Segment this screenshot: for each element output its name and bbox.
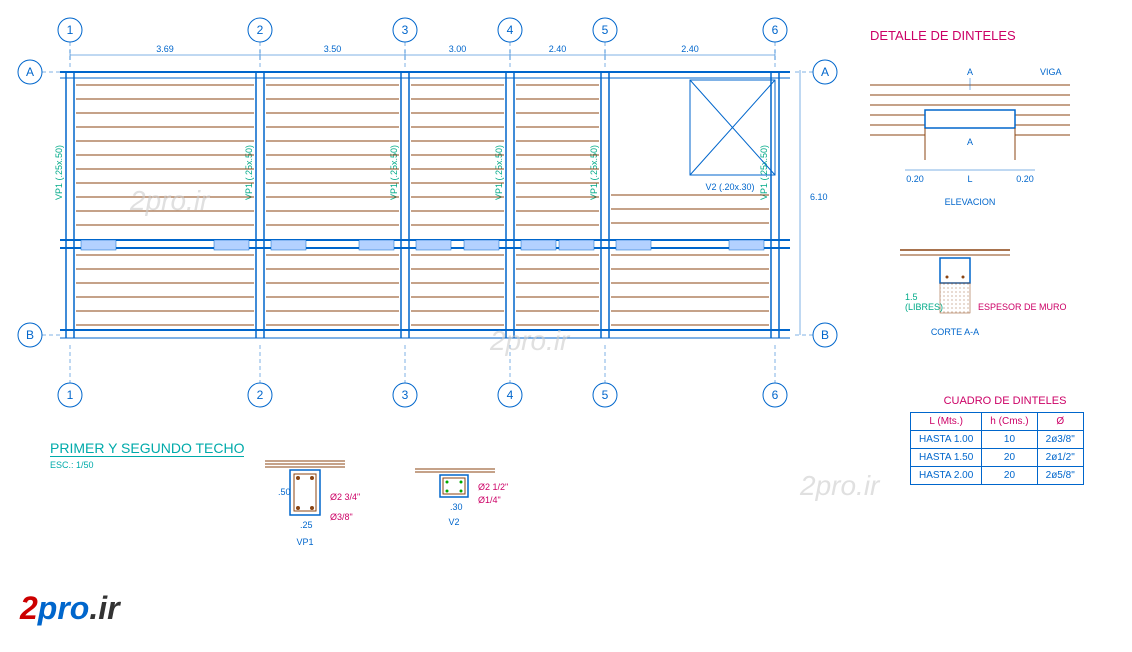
svg-text:2.40: 2.40 [549,44,567,54]
section-vp1: VP1 Ø2 3/4" Ø3/8" .50 .25 [265,461,360,547]
svg-text:.25: .25 [300,520,313,530]
svg-text:0.20: 0.20 [1016,174,1034,184]
dintel-table: L (Mts.)h (Cms.)Ø HASTA 1.00102ø3/8"HAST… [910,412,1084,485]
table-row: HASTA 1.50202ø1/2" [911,449,1084,467]
svg-text:Ø3/8": Ø3/8" [330,512,353,522]
drawing-canvas: 1 1 2 2 3 3 4 4 5 5 6 6 A A B B VP1 (.25x.50) VP1 (.25x… [0,0,1132,652]
svg-text:4: 4 [507,388,514,402]
svg-text:A: A [967,137,973,147]
lintel-elevation: A A VIGA 0.20 L 0.20 ELEVACION [870,67,1070,207]
v2-label: V2 [448,517,459,527]
svg-text:.30: .30 [450,502,463,512]
svg-text:B: B [26,328,34,342]
table-header: h (Cms.) [982,413,1037,431]
svg-text:5: 5 [602,388,609,402]
svg-text:2: 2 [257,388,264,402]
svg-text:(LIBRES): (LIBRES) [905,302,943,312]
detalle-title: DETALLE DE DINTELES [870,28,1016,43]
svg-text:Ø1/4": Ø1/4" [478,495,501,505]
svg-text:VP1 (.25x.50): VP1 (.25x.50) [389,145,399,200]
svg-text:6: 6 [772,388,779,402]
table-row: HASTA 1.00102ø3/8" [911,431,1084,449]
table-row: HASTA 2.00202ø5/8" [911,467,1084,485]
svg-text:VP1 (.25x.50): VP1 (.25x.50) [494,145,504,200]
svg-text:ESPESOR DE MURO: ESPESOR DE MURO [978,302,1067,312]
svg-text:.50: .50 [278,487,291,497]
svg-text:VP1 (.25x.50): VP1 (.25x.50) [589,145,599,200]
svg-text:1: 1 [67,23,74,37]
plan-scale: ESC.: 1/50 [50,460,94,470]
svg-text:3: 3 [402,388,409,402]
svg-text:A: A [967,67,973,77]
plan-title: PRIMER Y SEGUNDO TECHO [50,440,244,457]
svg-text:2.40: 2.40 [681,44,699,54]
svg-text:VP1 (.25x.50): VP1 (.25x.50) [759,145,769,200]
elevacion-label: ELEVACION [945,197,996,207]
svg-text:VP1 (.25x.50): VP1 (.25x.50) [244,145,254,200]
svg-text:3.50: 3.50 [324,44,342,54]
svg-text:L: L [967,174,972,184]
lintel-section: 1.5 (LIBRES) ESPESOR DE MURO CORTE A-A [900,250,1067,337]
structural-plan: 1 1 2 2 3 3 4 4 5 5 6 6 A A B B VP1 (.25x.50) VP1 (.25x… [18,18,837,407]
svg-text:4: 4 [507,23,514,37]
svg-text:A: A [26,65,34,79]
table-title: CUADRO DE DINTELES [925,395,1085,407]
svg-text:1.5: 1.5 [905,292,918,302]
svg-text:3.69: 3.69 [156,44,174,54]
svg-text:A: A [821,65,829,79]
svg-text:0.20: 0.20 [906,174,924,184]
svg-text:2: 2 [257,23,264,37]
table-header: L (Mts.) [911,413,982,431]
svg-text:VIGA: VIGA [1040,67,1062,77]
vp1-label: VP1 [296,537,313,547]
svg-text:Ø2 1/2": Ø2 1/2" [478,482,508,492]
svg-text:VP1 (.25x.50): VP1 (.25x.50) [54,145,64,200]
height-dim: 6.10 [810,192,828,202]
section-v2: V2 Ø2 1/2" Ø1/4" .30 [415,469,508,527]
logo: 2pro.ir [20,590,120,627]
corte-label: CORTE A-A [931,327,979,337]
beam-v2-label: V2 (.20x.30) [705,182,754,192]
svg-text:6: 6 [772,23,779,37]
svg-text:3.00: 3.00 [449,44,467,54]
svg-text:5: 5 [602,23,609,37]
svg-text:1: 1 [67,388,74,402]
svg-text:3: 3 [402,23,409,37]
svg-text:Ø2 3/4": Ø2 3/4" [330,492,360,502]
svg-text:B: B [821,328,829,342]
table-header: Ø [1037,413,1083,431]
